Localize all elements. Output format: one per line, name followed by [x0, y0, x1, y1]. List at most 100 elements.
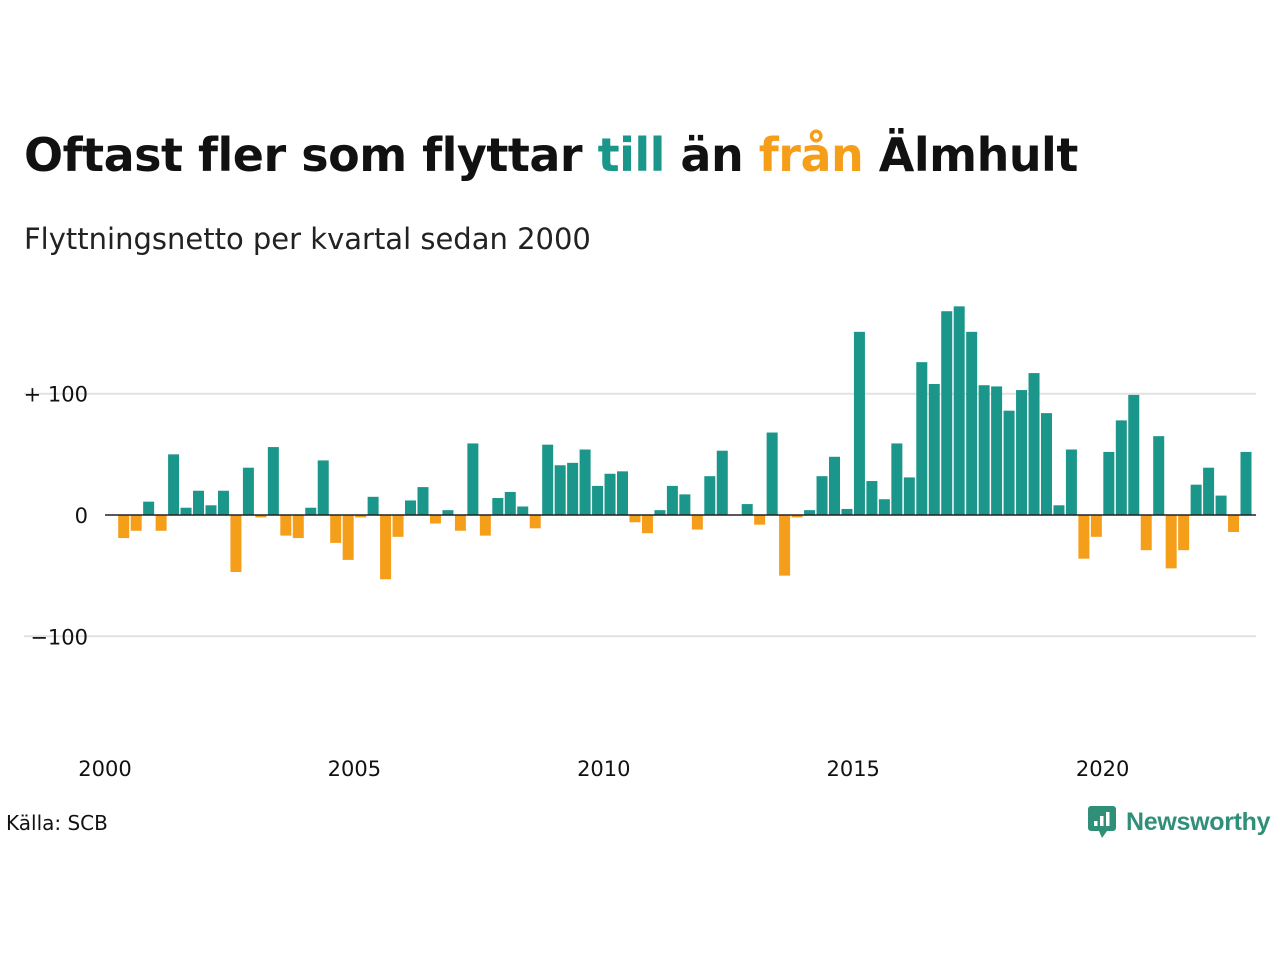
bar — [193, 490, 205, 515]
bar — [542, 444, 554, 515]
y-tick-label: + 100 — [24, 383, 88, 407]
bar — [641, 515, 653, 534]
bar — [903, 477, 915, 515]
bar — [654, 510, 666, 515]
bar — [517, 506, 529, 515]
bar — [492, 498, 504, 515]
bar — [779, 515, 791, 576]
bar — [143, 501, 155, 515]
bar — [1240, 451, 1252, 515]
bar — [741, 504, 753, 515]
grid-lines — [24, 392, 1256, 638]
bar — [978, 385, 990, 515]
bar — [754, 515, 766, 525]
bar — [255, 515, 267, 518]
bar — [1115, 420, 1127, 515]
bar — [230, 515, 242, 573]
bar — [1228, 515, 1240, 532]
bar — [417, 487, 429, 515]
bar — [1190, 484, 1202, 516]
bar — [1078, 515, 1090, 559]
y-tick-label: −100 — [30, 625, 88, 649]
bar — [679, 494, 691, 515]
title-highlight-fran: från — [758, 128, 864, 182]
bar — [342, 515, 354, 560]
bar — [405, 500, 417, 515]
bar — [1153, 436, 1165, 515]
title-part-3: än — [664, 128, 759, 182]
bar — [604, 473, 616, 515]
bar — [966, 331, 978, 515]
y-tick-label: 0 — [75, 504, 88, 528]
bar — [380, 515, 392, 580]
bar — [529, 515, 541, 529]
bar — [866, 481, 878, 515]
bar — [928, 384, 940, 515]
title-highlight-till: till — [597, 128, 666, 182]
bar — [891, 443, 903, 515]
x-tick-label: 2005 — [328, 757, 381, 781]
title-part-1: Oftast fler som flyttar — [24, 128, 598, 182]
bar — [716, 450, 728, 515]
bar — [155, 515, 167, 531]
x-tick-label: 2020 — [1076, 757, 1129, 781]
bar — [766, 432, 778, 515]
bar — [791, 515, 803, 518]
bar — [691, 515, 703, 530]
bar — [467, 443, 479, 515]
chart-title: Oftast fler som flyttar till än från Älm… — [24, 128, 1078, 182]
bar — [941, 311, 953, 515]
bar — [554, 465, 566, 515]
bar — [1103, 451, 1115, 515]
chart-subtitle: Flyttningsnetto per kvartal sedan 2000 — [24, 222, 591, 256]
bar — [180, 507, 192, 515]
bar — [953, 306, 965, 515]
bar — [1016, 390, 1028, 515]
bar — [292, 515, 304, 539]
bar — [617, 471, 628, 515]
bar — [829, 456, 840, 515]
bar — [1065, 449, 1077, 515]
bar — [168, 454, 180, 515]
title-part-5: Älmhult — [863, 128, 1079, 182]
axes: + 100 0 −100 2000 2005 2010 2015 2020 — [24, 383, 1256, 781]
bar — [1165, 515, 1177, 569]
bar — [330, 515, 342, 543]
bar — [305, 507, 317, 515]
bar — [1140, 515, 1152, 551]
x-tick-label: 2000 — [78, 757, 131, 781]
bar — [666, 485, 678, 515]
bar — [1215, 495, 1227, 515]
bar — [429, 515, 441, 524]
bar — [841, 508, 853, 516]
bar — [1178, 515, 1190, 551]
bar — [816, 476, 828, 515]
bar — [479, 515, 491, 536]
bar — [317, 460, 329, 516]
bar — [355, 515, 367, 518]
bar — [205, 505, 217, 515]
bar — [392, 515, 404, 537]
bar — [878, 499, 890, 515]
bar — [242, 467, 254, 515]
bar — [1128, 394, 1140, 515]
bar — [1203, 467, 1215, 515]
x-tick-label: 2010 — [577, 757, 630, 781]
x-tick-label: 2015 — [826, 757, 879, 781]
bar — [118, 515, 130, 539]
bar — [217, 490, 229, 515]
bar — [442, 510, 454, 515]
bar — [1090, 515, 1102, 537]
bar — [567, 462, 579, 515]
source-note: Källa: SCB — [6, 811, 108, 835]
brand-name: Newsworthy — [1126, 807, 1271, 836]
bar — [804, 510, 816, 515]
bar — [267, 447, 279, 515]
bar — [579, 449, 591, 515]
bar — [1028, 373, 1040, 515]
bar-chart: + 100 0 −100 2000 2005 2010 2015 2020 — [24, 306, 1256, 781]
bar — [853, 331, 865, 515]
bar — [991, 386, 1003, 515]
bar — [280, 515, 292, 536]
bar — [916, 362, 928, 515]
